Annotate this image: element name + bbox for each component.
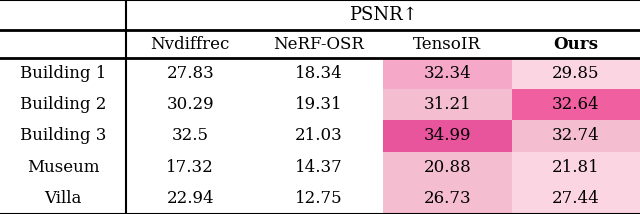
Text: 32.5: 32.5 bbox=[172, 128, 209, 144]
Bar bbox=[511, 152, 640, 183]
Text: 27.44: 27.44 bbox=[552, 190, 600, 207]
Bar bbox=[511, 183, 640, 214]
Text: TensoIR: TensoIR bbox=[413, 36, 481, 52]
Text: Museum: Museum bbox=[27, 159, 99, 176]
Bar bbox=[383, 89, 511, 120]
Bar bbox=[511, 58, 640, 89]
Text: PSNR↑: PSNR↑ bbox=[349, 6, 417, 24]
Text: 21.03: 21.03 bbox=[295, 128, 342, 144]
Text: Nvdiffrec: Nvdiffrec bbox=[150, 36, 230, 52]
Text: Building 3: Building 3 bbox=[20, 128, 106, 144]
Bar bbox=[511, 89, 640, 120]
Text: 19.31: 19.31 bbox=[295, 96, 342, 113]
Text: 18.34: 18.34 bbox=[295, 65, 342, 82]
Text: 17.32: 17.32 bbox=[166, 159, 214, 176]
Text: Building 1: Building 1 bbox=[20, 65, 106, 82]
Bar bbox=[383, 183, 511, 214]
Text: 21.81: 21.81 bbox=[552, 159, 600, 176]
Text: 26.73: 26.73 bbox=[424, 190, 471, 207]
Text: 32.34: 32.34 bbox=[424, 65, 471, 82]
Text: NeRF-OSR: NeRF-OSR bbox=[273, 36, 364, 52]
Text: 34.99: 34.99 bbox=[424, 128, 471, 144]
Text: 32.74: 32.74 bbox=[552, 128, 600, 144]
Bar bbox=[383, 120, 511, 152]
Text: 31.21: 31.21 bbox=[424, 96, 471, 113]
Text: 27.83: 27.83 bbox=[166, 65, 214, 82]
Text: Building 2: Building 2 bbox=[20, 96, 106, 113]
Bar bbox=[383, 152, 511, 183]
Text: Villa: Villa bbox=[44, 190, 82, 207]
Bar bbox=[383, 58, 511, 89]
Text: 22.94: 22.94 bbox=[166, 190, 214, 207]
Text: 29.85: 29.85 bbox=[552, 65, 600, 82]
Text: 20.88: 20.88 bbox=[424, 159, 471, 176]
Text: Ours: Ours bbox=[553, 36, 598, 52]
Text: 30.29: 30.29 bbox=[166, 96, 214, 113]
Text: 12.75: 12.75 bbox=[295, 190, 342, 207]
Bar bbox=[511, 120, 640, 152]
Text: 14.37: 14.37 bbox=[295, 159, 342, 176]
Text: 32.64: 32.64 bbox=[552, 96, 600, 113]
